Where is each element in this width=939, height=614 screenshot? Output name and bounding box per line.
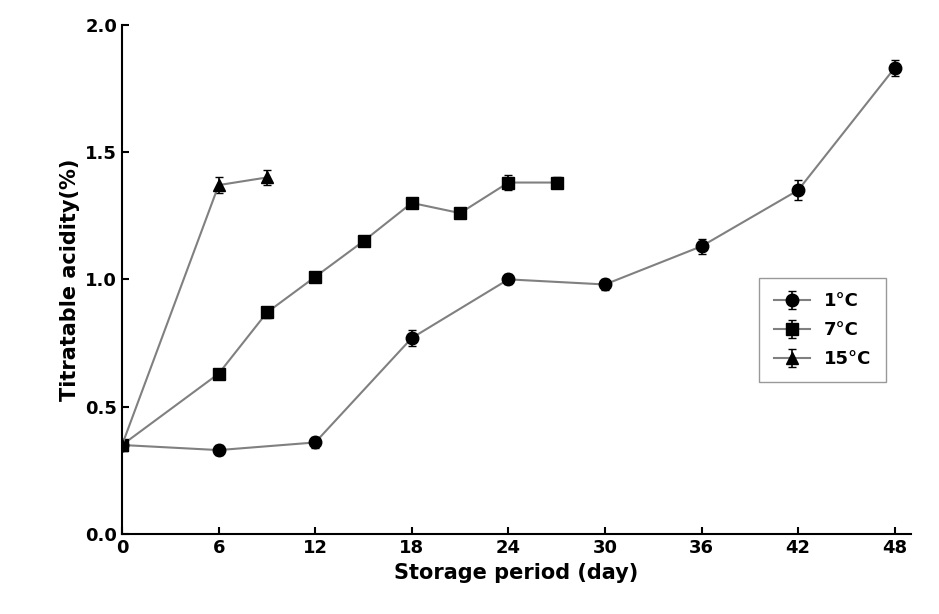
- Legend: 1°C, 7°C, 15°C: 1°C, 7°C, 15°C: [760, 278, 886, 383]
- X-axis label: Storage period (day): Storage period (day): [394, 562, 639, 583]
- Y-axis label: Titratable acidity(%): Titratable acidity(%): [60, 158, 80, 400]
